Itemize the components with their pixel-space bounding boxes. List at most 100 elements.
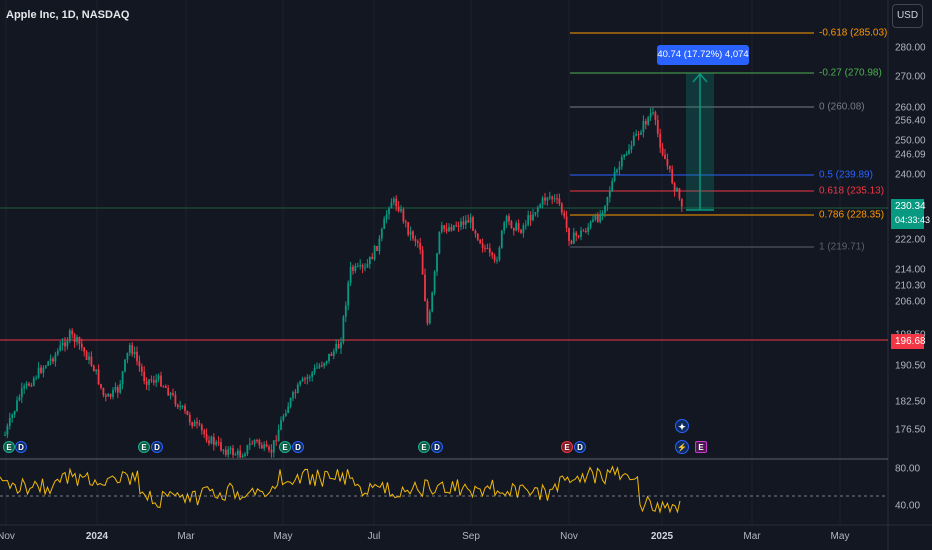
dividend-marker[interactable]: D [574,441,586,453]
candle-body [452,225,455,231]
candle-body [325,360,328,364]
candle-body [678,188,681,199]
candle-body [40,367,42,373]
candle-body [594,214,597,220]
candle-body [450,227,453,231]
candle-body [253,440,256,444]
earnings-marker[interactable]: E [279,441,291,453]
candle-body [272,440,275,453]
candle-body [440,225,443,232]
candle-body [445,228,448,232]
candle-body [548,196,551,198]
candle-body [656,120,659,134]
candle-body [306,377,309,380]
candle-body [671,169,674,184]
candle-body [44,365,47,368]
candle-body [361,265,364,268]
price-tick-label: 240.00 [895,169,926,181]
candle-body [388,208,390,215]
candle-body [200,424,203,431]
candle-body [529,215,532,221]
candle-body [522,225,525,233]
candle-body [88,356,90,360]
fibonacci-level-label: 0.618 (235.13) [819,185,885,197]
earnings-upcoming-marker[interactable]: E [695,441,707,453]
candle-body [680,198,683,207]
measure-arrowhead [692,72,708,83]
candle-body [301,378,304,382]
price-tick-label: 182.50 [895,396,926,408]
candle-body [517,223,520,230]
symbol-title[interactable]: Apple Inc, 1D, NASDAQ [6,9,130,21]
candle-body [474,230,477,234]
dividend-marker[interactable]: D [431,441,443,453]
candle-body [356,265,359,267]
dividend-marker[interactable]: D [15,441,27,453]
candle-body [25,383,28,386]
earnings-marker[interactable]: E [138,441,150,453]
currency-button[interactable]: USD [892,4,923,28]
candle-body [644,120,647,125]
candle-body [208,440,210,444]
candle-body [136,351,138,362]
earnings-marker[interactable]: E [561,441,573,453]
candle-body [469,217,472,223]
candle-body [131,345,134,355]
candle-body [352,266,354,271]
candle-body [323,363,326,367]
candle-body [85,351,88,360]
dividend-marker[interactable]: D [292,441,304,453]
candle-body [572,232,575,244]
candle-body [659,133,662,148]
earnings-marker[interactable]: E [418,441,430,453]
candle-body [6,426,9,435]
current-price-badge: 230.34 04:33:43 [891,199,930,229]
earnings-marker[interactable]: E [3,441,15,453]
candle-body [649,113,652,118]
candle-body [524,224,527,226]
time-tick-label: May [273,531,293,542]
candle-body [508,216,510,222]
measure-tooltip[interactable]: 40.74 (17.72%) 4,074 [657,45,749,65]
candle-body [448,227,450,232]
candle-body [203,430,206,435]
candle-body [234,454,237,456]
candle-body [186,410,189,415]
news-marker[interactable]: ✦ [675,419,689,433]
candle-body [54,354,57,362]
candle-body [498,247,501,261]
candle-body [421,249,424,275]
candle-body [126,352,129,360]
candle-body [666,159,669,166]
candle-body [47,361,50,366]
candle-body [551,196,554,200]
candle-body [371,256,374,260]
price-tick-label: 270.00 [895,71,926,83]
dividend-marker[interactable]: D [151,441,163,453]
price-tick-label: 250.00 [895,135,926,147]
candle-body [344,305,347,317]
candle-body [460,221,462,227]
price-tick-label: 190.50 [895,360,926,372]
candle-body [179,406,182,408]
candle-body [8,417,11,427]
candle-body [340,342,342,349]
candle-body [544,197,546,201]
candle-body [80,343,83,348]
candle-body [647,117,650,125]
candle-body [654,112,657,121]
price-tick-label: 256.40 [895,115,926,127]
candle-body [246,445,249,454]
split-marker[interactable]: ⚡ [675,440,689,454]
candle-body [601,212,604,215]
candle-body [95,369,98,372]
candle-body [668,165,671,170]
candle-body [224,449,227,455]
candle-body [68,330,71,341]
candle-body [539,204,542,208]
candle-body [608,190,611,198]
candle-body [455,225,458,227]
candle-body [642,120,645,133]
candle-body [383,219,386,229]
